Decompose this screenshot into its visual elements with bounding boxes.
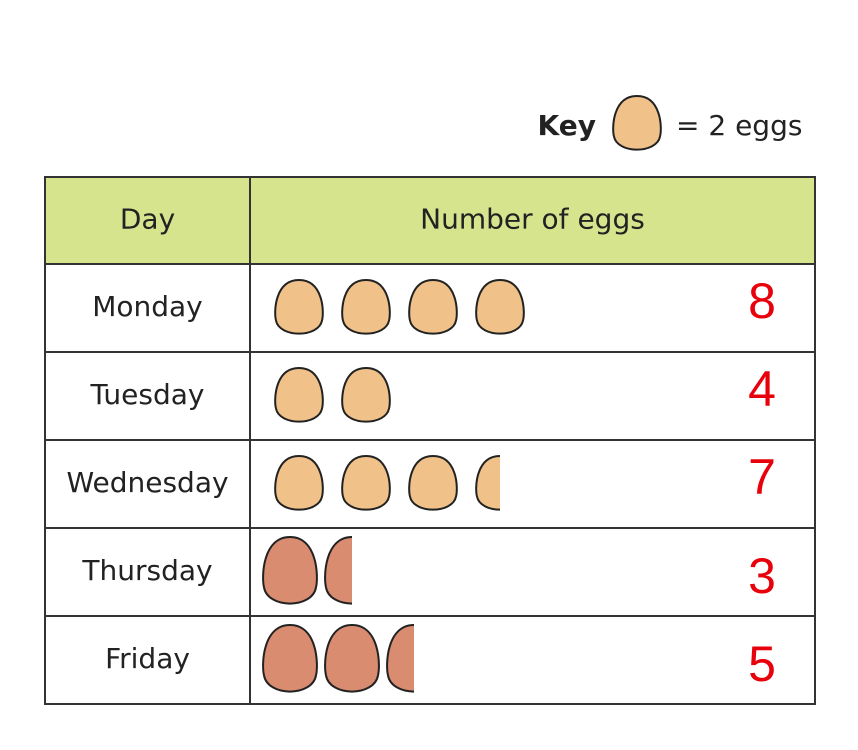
egg: [262, 535, 318, 605]
egg: [324, 535, 352, 605]
day-label: Thursday: [81, 554, 212, 587]
value-label: 3: [748, 548, 776, 604]
value-label: 8: [748, 273, 776, 329]
header-cell: Day: [120, 203, 175, 236]
egg: [274, 454, 324, 511]
value-label: 4: [748, 361, 776, 417]
header-cell: Number of eggs: [420, 203, 645, 236]
day-label: Monday: [92, 290, 203, 323]
header-row: [45, 177, 815, 264]
egg: [274, 278, 324, 335]
value-label: 5: [748, 636, 776, 692]
egg: [341, 278, 391, 335]
egg: [475, 454, 500, 511]
table-border: [44, 176, 816, 705]
egg: [341, 366, 391, 423]
egg: [475, 278, 525, 335]
egg: [274, 366, 324, 423]
egg: [612, 94, 662, 151]
egg: [408, 278, 458, 335]
key-text: = 2 eggs: [676, 109, 802, 142]
egg: [341, 454, 391, 511]
egg: [262, 623, 318, 693]
day-label: Wednesday: [66, 466, 228, 499]
egg: [324, 623, 380, 693]
egg: [408, 454, 458, 511]
day-label: Tuesday: [90, 378, 205, 411]
key-label: Key: [538, 109, 596, 142]
value-label: 7: [748, 449, 776, 505]
day-label: Friday: [105, 642, 190, 675]
egg: [386, 623, 414, 693]
